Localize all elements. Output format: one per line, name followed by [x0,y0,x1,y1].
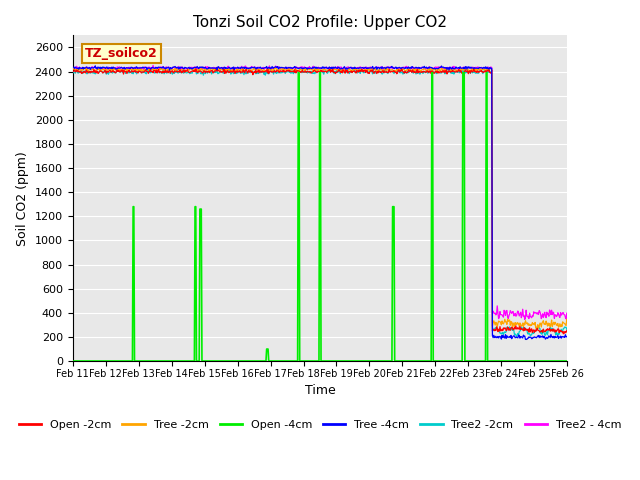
Y-axis label: Soil CO2 (ppm): Soil CO2 (ppm) [16,151,29,246]
Text: TZ_soilco2: TZ_soilco2 [85,47,157,60]
Title: Tonzi Soil CO2 Profile: Upper CO2: Tonzi Soil CO2 Profile: Upper CO2 [193,15,447,30]
Legend: Open -2cm, Tree -2cm, Open -4cm, Tree -4cm, Tree2 -2cm, Tree2 - 4cm: Open -2cm, Tree -2cm, Open -4cm, Tree -4… [15,416,625,434]
X-axis label: Time: Time [305,384,335,397]
